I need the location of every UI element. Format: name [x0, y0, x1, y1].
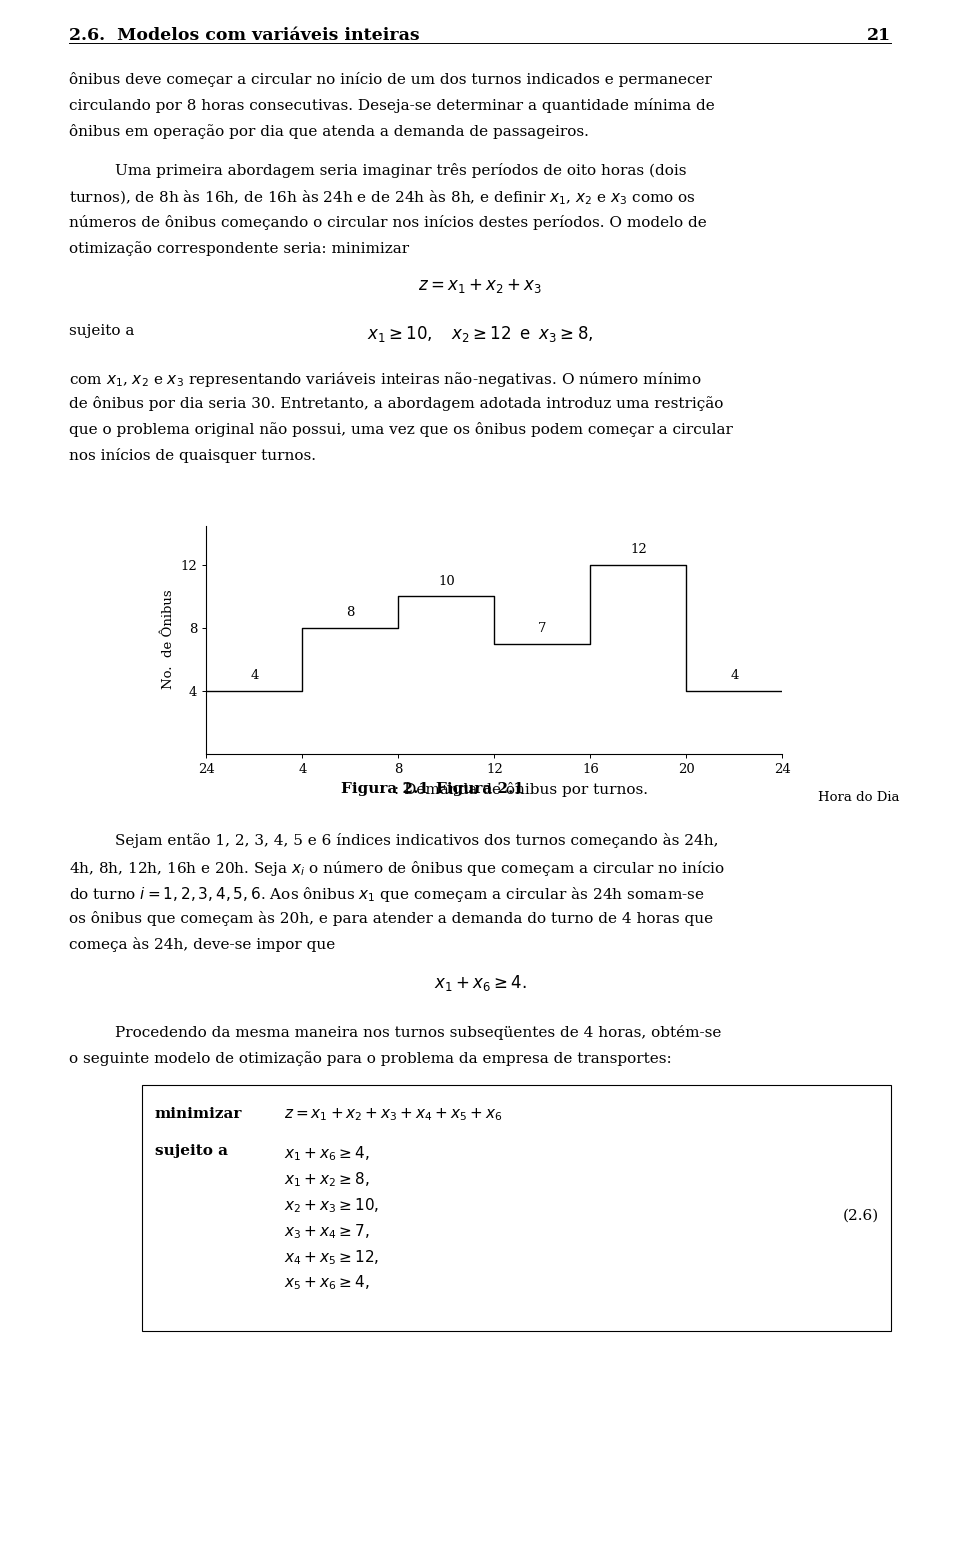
Text: Figura 2.1: Demanda de ônibus por turnos.: Figura 2.1: Demanda de ônibus por turnos…: [313, 782, 647, 797]
Text: (2.6): (2.6): [843, 1209, 879, 1223]
Text: $x_4 + x_5 \geq 12,$: $x_4 + x_5 \geq 12,$: [284, 1247, 379, 1266]
Y-axis label: No.  de Ônibus: No. de Ônibus: [162, 591, 175, 689]
Text: 4h, 8h, 12h, 16h e 20h. Seja $x_i$ o número de ônibus que começam a circular no : 4h, 8h, 12h, 16h e 20h. Seja $x_i$ o núm…: [69, 859, 725, 879]
Text: 8: 8: [347, 606, 354, 620]
Text: 12: 12: [630, 543, 647, 557]
Text: que o problema original não possui, uma vez que os ônibus podem começar a circul: que o problema original não possui, uma …: [69, 423, 733, 438]
Text: ônibus em operação por dia que atenda a demanda de passageiros.: ônibus em operação por dia que atenda a …: [69, 125, 589, 139]
Text: otimização correspondente seria: minimizar: otimização correspondente seria: minimiz…: [69, 241, 409, 256]
Text: sujeito a: sujeito a: [155, 1144, 228, 1158]
Text: 4: 4: [731, 669, 738, 682]
Text: turnos), de 8h às 16h, de 16h às 24h e de 24h às 8h, e definir $x_1$, $x_2$ e $x: turnos), de 8h às 16h, de 16h às 24h e d…: [69, 190, 696, 208]
Text: 21: 21: [867, 26, 891, 45]
Text: $x_3 + x_4 \geq 7,$: $x_3 + x_4 \geq 7,$: [284, 1221, 370, 1241]
Text: Figura 2.1: Figura 2.1: [436, 782, 524, 796]
Text: $x_1 + x_6 \geq 4.$: $x_1 + x_6 \geq 4.$: [434, 973, 526, 993]
Text: $x_1 \geq 10, \quad x_2 \geq 12 \;\; \mathrm{e} \;\; x_3 \geq 8,$: $x_1 \geq 10, \quad x_2 \geq 12 \;\; \ma…: [367, 324, 593, 344]
Text: 2.6.  Modelos com variáveis inteiras: 2.6. Modelos com variáveis inteiras: [69, 26, 420, 45]
Text: : Demanda de ônibus por turnos.: : Demanda de ônibus por turnos.: [394, 782, 648, 797]
Text: números de ônibus começando o circular nos inícios destes períodos. O modelo de: números de ônibus começando o circular n…: [69, 214, 707, 230]
Text: sujeito a: sujeito a: [69, 324, 134, 338]
Text: o seguinte modelo de otimização para o problema da empresa de transportes:: o seguinte modelo de otimização para o p…: [69, 1052, 672, 1066]
Text: Procedendo da mesma maneira nos turnos subseqüentes de 4 horas, obtém-se: Procedendo da mesma maneira nos turnos s…: [115, 1025, 722, 1039]
Text: 7: 7: [539, 621, 546, 635]
Text: $z = x_1 + x_2 + x_3 + x_4 + x_5 + x_6$: $z = x_1 + x_2 + x_3 + x_4 + x_5 + x_6$: [284, 1107, 503, 1124]
Text: Uma primeira abordagem seria imaginar três períodos de oito horas (dois: Uma primeira abordagem seria imaginar tr…: [115, 163, 686, 179]
Text: Sejam então 1, 2, 3, 4, 5 e 6 índices indicativos dos turnos começando às 24h,: Sejam então 1, 2, 3, 4, 5 e 6 índices in…: [115, 833, 719, 848]
Text: do turno $i = 1, 2, 3, 4, 5, 6$. Aos ônibus $x_1$ que começam a circular às 24h : do turno $i = 1, 2, 3, 4, 5, 6$. Aos ôni…: [69, 885, 705, 904]
Text: começa às 24h, deve-se impor que: começa às 24h, deve-se impor que: [69, 938, 335, 951]
Text: de ônibus por dia seria 30. Entretanto, a abordagem adotada introduz uma restriç: de ônibus por dia seria 30. Entretanto, …: [69, 396, 724, 412]
Text: 10: 10: [438, 575, 455, 588]
Text: minimizar: minimizar: [155, 1107, 242, 1121]
Text: ônibus deve começar a circular no início de um dos turnos indicados e permanecer: ônibus deve começar a circular no início…: [69, 72, 712, 88]
Text: $z = x_1 + x_2 + x_3$: $z = x_1 + x_2 + x_3$: [419, 278, 541, 295]
Text: Figura 2.1: Figura 2.1: [341, 782, 429, 796]
Text: $x_1 + x_2 \geq 8,$: $x_1 + x_2 \geq 8,$: [284, 1170, 370, 1189]
Text: Hora do Dia: Hora do Dia: [818, 791, 900, 805]
Text: $x_1 + x_6 \geq 4,$: $x_1 + x_6 \geq 4,$: [284, 1144, 370, 1163]
Text: $x_2 + x_3 \geq 10,$: $x_2 + x_3 \geq 10,$: [284, 1197, 379, 1215]
Text: os ônibus que começam às 20h, e para atender a demanda do turno de 4 horas que: os ônibus que começam às 20h, e para ate…: [69, 911, 713, 927]
Text: com $x_1$, $x_2$ e $x_3$ representando variáveis inteiras não-negativas. O númer: com $x_1$, $x_2$ e $x_3$ representando v…: [69, 370, 702, 390]
Text: circulando por 8 horas consecutivas. Deseja-se determinar a quantidade mínima de: circulando por 8 horas consecutivas. Des…: [69, 99, 715, 114]
Text: 4: 4: [251, 669, 258, 682]
Text: nos inícios de quaisquer turnos.: nos inícios de quaisquer turnos.: [69, 449, 316, 463]
Text: $x_5 + x_6 \geq 4,$: $x_5 + x_6 \geq 4,$: [284, 1274, 370, 1292]
